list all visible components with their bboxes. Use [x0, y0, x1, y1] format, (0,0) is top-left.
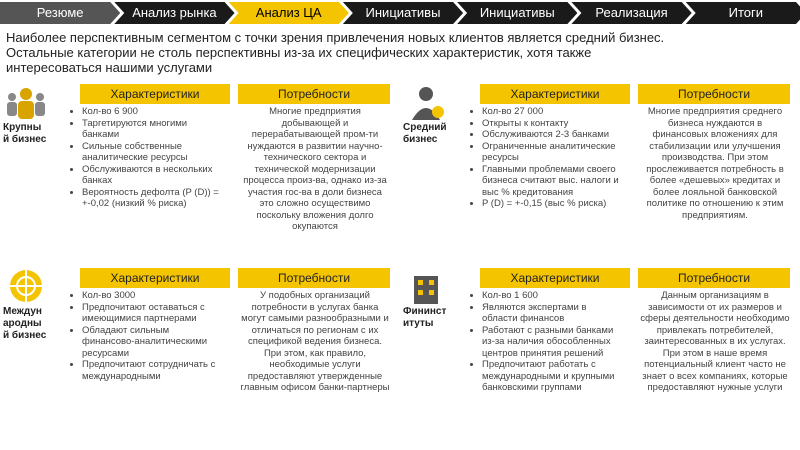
segment-icon: [7, 88, 45, 119]
characteristic: Работают с разными банками из-за наличия…: [482, 325, 622, 360]
characteristic: Кол-во 27 000: [482, 106, 622, 118]
characteristics-list: Кол-во 27 000Открыты к контактуОбслужива…: [472, 106, 622, 210]
segment-panel: Средний бизнес Характеристики Потребности К…: [400, 84, 800, 266]
nav-tab[interactable]: Анализ ЦА: [229, 2, 349, 24]
segment-label: Международный бизнес: [3, 306, 47, 341]
segment-panel: Международный бизнес Характеристики Потреб…: [0, 268, 400, 450]
needs-text: Многие предприятия среднего бизнеса нужд…: [646, 106, 784, 221]
characteristics-header: Характеристики: [480, 84, 630, 104]
characteristic: Таргетируются многими банками: [82, 118, 222, 141]
intro-line: Наиболее перспективным сегментом с точки…: [6, 30, 665, 45]
characteristic: Ограниченные аналитические ресурсы: [482, 141, 622, 164]
characteristic: Обслуживаются в нескольких банках: [82, 164, 222, 187]
characteristic: P (D) = +-0,15 (выс % риска): [482, 198, 622, 210]
needs-text: Данным организациям в зависимости от их …: [640, 290, 790, 393]
characteristics-header: Характеристики: [80, 84, 230, 104]
nav-tab[interactable]: Инициативы: [457, 2, 577, 24]
characteristic: Сильные собственные аналитические ресурс…: [82, 141, 222, 164]
characteristic: Главными проблемами своего бизнеса счита…: [482, 164, 622, 199]
characteristic: Обслуживаются 2-3 банками: [482, 129, 622, 141]
nav-tab[interactable]: Анализ рынка: [114, 2, 234, 24]
intro: Наиболее перспективным сегментом с точки…: [6, 30, 796, 75]
characteristic: Предпочитают оставаться с имеющимися пар…: [82, 302, 222, 325]
segment-label: Фининституты: [403, 306, 447, 329]
characteristics-list: Кол-во 3000Предпочитают оставаться с име…: [72, 290, 222, 382]
needs-header: Потребности: [238, 268, 390, 288]
characteristic: Предпочитают работать с международными и…: [482, 359, 622, 394]
characteristics-header: Характеристики: [480, 268, 630, 288]
characteristics-list: Кол-во 1 600Являются экспертами в област…: [472, 290, 622, 394]
characteristic: Вероятность дефолта (P (D)) = +-0,02 (ни…: [82, 187, 222, 210]
nav-bar: Резюме Анализ рынка Анализ ЦА Инициативы Ини…: [0, 0, 800, 26]
characteristics-list: Кол-во 6 900Таргетируются многими банкам…: [72, 106, 222, 210]
intro-line: Остальные категории не столь перспективн…: [6, 45, 592, 60]
characteristic: Предпочитают сотрудничать с международны…: [82, 359, 222, 382]
segment-icon: [412, 87, 444, 120]
segment-panel: Крупный бизнес Характеристики Потребности К…: [0, 84, 400, 266]
segment-icon: [414, 276, 438, 304]
characteristic: Кол-во 6 900: [82, 106, 222, 118]
needs-text: У подобных организаций потребности в усл…: [240, 290, 390, 393]
segment-label: Крупный бизнес: [3, 122, 47, 145]
characteristic: Кол-во 1 600: [482, 290, 622, 302]
needs-text: Многие предприятия добывающей и перераба…: [243, 106, 387, 232]
segment-icon: [10, 270, 42, 302]
characteristic: Обладают сильным финансово-аналитическим…: [82, 325, 222, 360]
nav-tab[interactable]: Резюме: [0, 2, 120, 24]
characteristic: Открыты к контакту: [482, 118, 622, 130]
needs-header: Потребности: [638, 268, 790, 288]
intro-line: интересоваться нашими услугами: [6, 60, 213, 75]
characteristic: Являются экспертами в области финансов: [482, 302, 622, 325]
needs-header: Потребности: [638, 84, 790, 104]
nav-tab[interactable]: Инициативы: [343, 2, 463, 24]
segment-label: Средний бизнес: [403, 122, 447, 145]
nav-tab[interactable]: Итоги: [686, 2, 800, 24]
characteristics-header: Характеристики: [80, 268, 230, 288]
characteristic: Кол-во 3000: [82, 290, 222, 302]
nav-tab[interactable]: Реализация: [571, 2, 691, 24]
segment-panel: Фининституты Характеристики Потребности Кол…: [400, 268, 800, 450]
needs-header: Потребности: [238, 84, 390, 104]
